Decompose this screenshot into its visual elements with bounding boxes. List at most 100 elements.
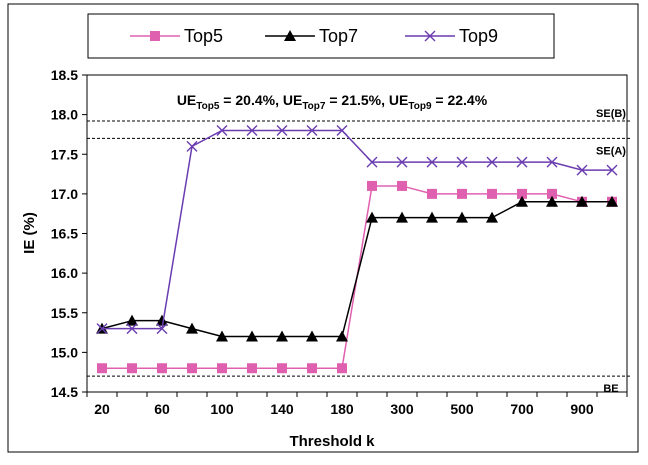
legend-label: Top9 [459,26,498,46]
x-axis: 20 60 100 140 180 300 500 700 900 [86,392,628,417]
x-axis-title: Threshold k [289,433,375,450]
legend-marker [424,30,436,42]
annotation-text: UE [177,92,196,108]
series-top7 [96,195,618,342]
data-point [396,156,408,168]
data-point [427,188,437,199]
data-point [337,363,347,374]
data-point [426,211,438,223]
reference-line-label: BE [603,383,618,395]
data-point [126,314,138,326]
data-point [546,195,558,207]
reference-line-label: SE(A) [596,145,626,157]
data-point [606,164,618,176]
annotation-text: UE [283,92,302,108]
x-tick-label: 140 [270,401,294,417]
data-point [426,156,438,168]
data-point [127,363,137,374]
x-tick-label: 500 [450,401,474,417]
reference-lines: SE(B) SE(A) BE [87,108,632,395]
plot-area [86,74,628,393]
annotation-text: UE [389,92,408,108]
y-tick-label: 16.0 [51,265,78,281]
data-point [306,330,318,342]
data-point [516,156,528,168]
data-point [517,188,527,199]
y-axis: 14.5 15.0 15.5 16.0 16.5 17.0 17.5 18.0 18.5 [51,67,87,400]
data-point [216,124,228,136]
data-point [547,188,557,199]
legend: Top5 Top7 Top9 [130,26,498,46]
data-point [246,124,258,136]
data-point [366,211,378,223]
legend-marker [150,31,160,41]
data-point [186,322,198,334]
x-tick-label: 180 [330,401,354,417]
data-point [156,323,168,335]
x-tick-label: 100 [210,401,234,417]
data-point [97,363,107,374]
data-point [396,211,408,223]
data-point [486,156,498,168]
data-point [156,314,168,326]
x-tick-label: 700 [510,401,534,417]
data-point [576,195,588,207]
data-point [367,180,377,191]
ue-annotation: UETop5 = 20.4%, UETop7 = 21.5%, UETop9 =… [177,92,488,112]
y-tick-label: 17.5 [51,146,78,162]
data-point [247,363,257,374]
data-point [307,363,317,374]
data-point [217,363,227,374]
series-line [102,129,612,330]
data-point [187,363,197,374]
x-tick-label: 60 [154,401,170,417]
series-line [101,201,612,338]
annotation-subscript: Top9 [408,101,432,112]
data-point [487,188,497,199]
data-point [576,164,588,176]
data-point [126,323,138,335]
data-point [96,323,108,335]
data-point [456,211,468,223]
data-point [606,195,618,207]
data-point [336,124,348,136]
series-top9 [96,124,618,335]
data-point [246,330,258,342]
data-point [277,363,287,374]
annotation-value: = 20.4%, [219,92,282,108]
data-point [157,363,167,374]
data-point [456,156,468,168]
annotation-subscript: Top7 [302,101,326,112]
data-point [306,124,318,136]
data-point [216,330,228,342]
data-point [276,330,288,342]
y-tick-label: 15.5 [51,305,78,321]
y-tick-label: 16.5 [51,226,78,242]
legend-label: Top7 [319,26,358,46]
annotation-value: = 22.4% [432,92,488,108]
y-tick-label: 18.0 [51,107,78,123]
reference-line-label: SE(B) [596,108,626,120]
annotation-subscript: Top5 [196,101,220,112]
data-point [276,124,288,136]
data-point [366,156,378,168]
legend-marker [284,30,296,41]
data-point [397,180,407,191]
data-point [457,188,467,199]
y-tick-label: 14.5 [51,384,78,400]
x-tick-label: 20 [94,401,110,417]
legend-label: Top5 [184,26,223,46]
data-point [336,330,348,342]
data-point [486,211,498,223]
y-tick-label: 17.0 [51,186,78,202]
data-point [516,195,528,207]
y-axis-title: IE (%) [21,212,38,254]
x-tick-label: 900 [570,401,594,417]
data-point [546,156,558,168]
data-point [186,140,198,152]
series-layer [96,124,618,374]
x-tick-label: 300 [390,401,414,417]
annotation-value: = 21.5%, [325,92,388,108]
y-tick-label: 15.0 [51,344,78,360]
